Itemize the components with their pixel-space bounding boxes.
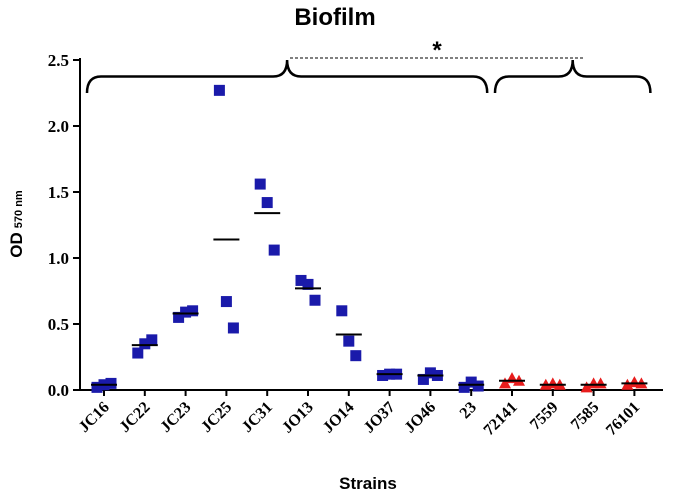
x-axis-ticks: JC16 JC22 JC23 JC25 JC31 JO13 JO14 JO37 JO46 23 72…: [76, 390, 643, 439]
data-point: [187, 305, 199, 317]
x-tick-label: JO14: [320, 399, 358, 437]
data-point: [295, 274, 307, 286]
x-tick-label: JO46: [401, 399, 439, 437]
y-tick-label: 2.0: [48, 117, 69, 136]
x-tick-label: JO37: [361, 399, 399, 437]
x-tick-label: 76101: [603, 399, 643, 439]
x-tick-label: JC31: [239, 399, 276, 436]
data-point: [173, 311, 185, 323]
x-tick-label: 23: [457, 399, 480, 422]
y-tick-label: 0.0: [48, 381, 69, 400]
group-bracket: [85, 59, 489, 94]
data-point: [180, 306, 192, 318]
chart-title: Biofilm: [294, 4, 375, 31]
y-axis-title-main: OD: [7, 232, 26, 258]
data-point: [213, 84, 225, 96]
x-tick-label: JC25: [198, 399, 235, 436]
x-axis-title: Strains: [339, 474, 397, 493]
y-tick-label: 2.5: [48, 51, 69, 70]
group-bracket: [493, 59, 652, 94]
data-point: [377, 369, 389, 381]
data-point: [472, 380, 484, 392]
data-point: [227, 322, 239, 334]
data-point: [336, 305, 348, 317]
data-point: [580, 381, 593, 393]
y-axis-ticks: 0.0 0.5 1.0 1.5 2.0 2.5: [48, 51, 80, 400]
data-point: [302, 278, 314, 290]
data-point: [268, 244, 280, 256]
y-axis-title: OD 570 nm: [7, 190, 26, 258]
data-point: [465, 376, 477, 388]
data-point: [417, 373, 429, 385]
y-tick-label: 1.0: [48, 249, 69, 268]
y-axis-title-subscript: 570 nm: [13, 190, 25, 228]
y-tick-label: 1.5: [48, 183, 69, 202]
data-point: [343, 335, 355, 347]
data-point: [309, 294, 321, 306]
data-point: [424, 367, 436, 379]
x-tick-label: JC16: [76, 399, 113, 436]
data-point: [254, 178, 266, 190]
significance-star: *: [432, 37, 442, 64]
data-points: [91, 84, 648, 393]
x-tick-label: 7585: [568, 399, 603, 434]
x-tick-label: JC22: [116, 399, 153, 436]
data-point: [139, 338, 151, 350]
data-point: [132, 347, 144, 359]
data-point: [220, 296, 232, 308]
y-tick-label: 0.5: [48, 315, 69, 334]
group-brackets: [85, 59, 652, 94]
x-tick-label: JC23: [157, 399, 194, 436]
x-tick-label: JO13: [279, 399, 317, 437]
data-point: [105, 377, 117, 389]
x-tick-label: 72141: [481, 399, 521, 439]
x-tick-label: 7559: [527, 399, 562, 434]
data-point: [458, 381, 470, 393]
data-point: [91, 381, 103, 393]
data-point: [146, 334, 158, 346]
data-point: [261, 197, 273, 209]
data-point: [350, 350, 362, 362]
data-point: [499, 377, 511, 389]
